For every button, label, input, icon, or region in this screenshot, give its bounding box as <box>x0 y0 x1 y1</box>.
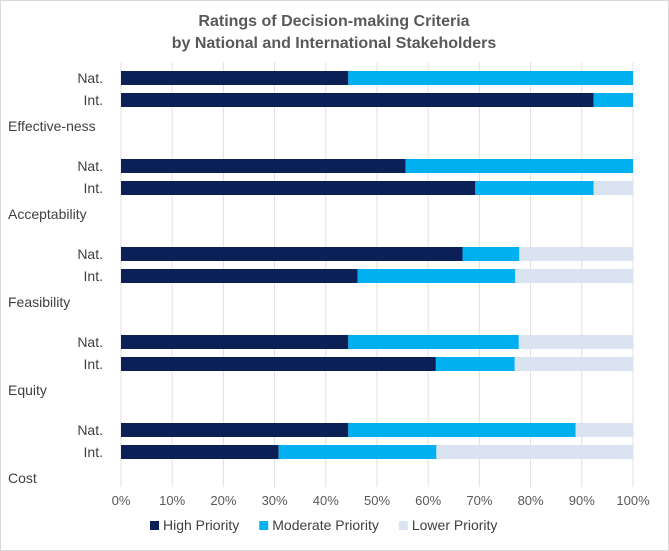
x-tick-label: 80% <box>518 493 544 508</box>
bar-segment-lower-priority <box>519 247 633 261</box>
bar-segment-moderate-priority <box>462 247 520 261</box>
x-tick-label: 70% <box>466 493 492 508</box>
bar-label: Nat. <box>77 422 103 438</box>
bar-label: Int. <box>84 92 103 108</box>
bar-segment-high-priority <box>121 247 463 261</box>
bar-segment-high-priority <box>121 269 358 283</box>
x-tick-label: 60% <box>415 493 441 508</box>
bar-segment-moderate-priority <box>348 423 576 437</box>
x-tick-label: 30% <box>262 493 288 508</box>
bar-segment-high-priority <box>121 335 349 349</box>
bar-segment-lower-priority <box>575 423 633 437</box>
x-tick-label: 100% <box>616 493 650 508</box>
bar-segment-high-priority <box>121 71 349 85</box>
chart-title: Ratings of Decision-making Criteria <box>198 13 469 30</box>
bar-segment-moderate-priority <box>593 93 633 107</box>
legend: High Priority Moderate Priority Lower Prio… <box>150 517 497 533</box>
x-tick-label: 90% <box>569 493 595 508</box>
category-labels: Nat. Int. Effective-ness Nat. Int. Acceptabil… <box>8 70 103 486</box>
x-tick-label: 20% <box>210 493 236 508</box>
legend-swatch <box>150 521 159 530</box>
x-tick-label: 50% <box>364 493 390 508</box>
bar-label: Int. <box>84 356 103 372</box>
bar-segment-moderate-priority <box>357 269 516 283</box>
bar-segment-moderate-priority <box>278 445 437 459</box>
bar-segment-high-priority <box>121 357 436 371</box>
legend-label: High Priority <box>163 517 239 533</box>
bar-label: Nat. <box>77 246 103 262</box>
bar-segment-high-priority <box>121 93 594 107</box>
bar-segment-moderate-priority <box>348 335 519 349</box>
chart-subtitle: by National and International Stakeholde… <box>172 35 497 52</box>
legend-label: Lower Priority <box>412 517 498 533</box>
bar-label: Int. <box>84 268 103 284</box>
group-label: Cost <box>8 470 37 486</box>
bar-segment-high-priority <box>121 159 406 173</box>
group-label: Feasibility <box>8 294 70 310</box>
bar-segment-moderate-priority <box>475 181 594 195</box>
bars <box>121 71 633 459</box>
legend-swatch <box>398 521 408 530</box>
x-axis-ticks: 0% 10% 20% 30% 40% 50% 60% 70% 80% 90% 100% <box>112 493 650 508</box>
bar-label: Nat. <box>77 334 103 350</box>
bar-label: Nat. <box>77 158 103 174</box>
x-tick-label: 40% <box>313 493 339 508</box>
legend-label: Moderate Priority <box>272 517 379 533</box>
bar-segment-lower-priority <box>593 181 633 195</box>
bar-label: Int. <box>84 180 103 196</box>
bar-label: Int. <box>84 444 103 460</box>
group-label: Effective-ness <box>8 118 96 134</box>
bar-segment-lower-priority <box>515 269 633 283</box>
bar-segment-lower-priority <box>514 357 633 371</box>
bar-segment-high-priority <box>121 181 476 195</box>
bar-segment-moderate-priority <box>405 159 633 173</box>
legend-swatch <box>259 521 269 530</box>
bar-segment-moderate-priority <box>348 71 633 85</box>
bar-segment-high-priority <box>121 445 279 459</box>
group-label: Acceptability <box>8 206 87 222</box>
bar-segment-moderate-priority <box>435 357 515 371</box>
bar-label: Nat. <box>77 70 103 86</box>
group-label: Equity <box>8 382 47 398</box>
x-tick-label: 10% <box>159 493 185 508</box>
bar-segment-high-priority <box>121 423 349 437</box>
bar-segment-lower-priority <box>436 445 633 459</box>
bar-segment-lower-priority <box>518 335 633 349</box>
x-tick-label: 0% <box>112 493 131 508</box>
